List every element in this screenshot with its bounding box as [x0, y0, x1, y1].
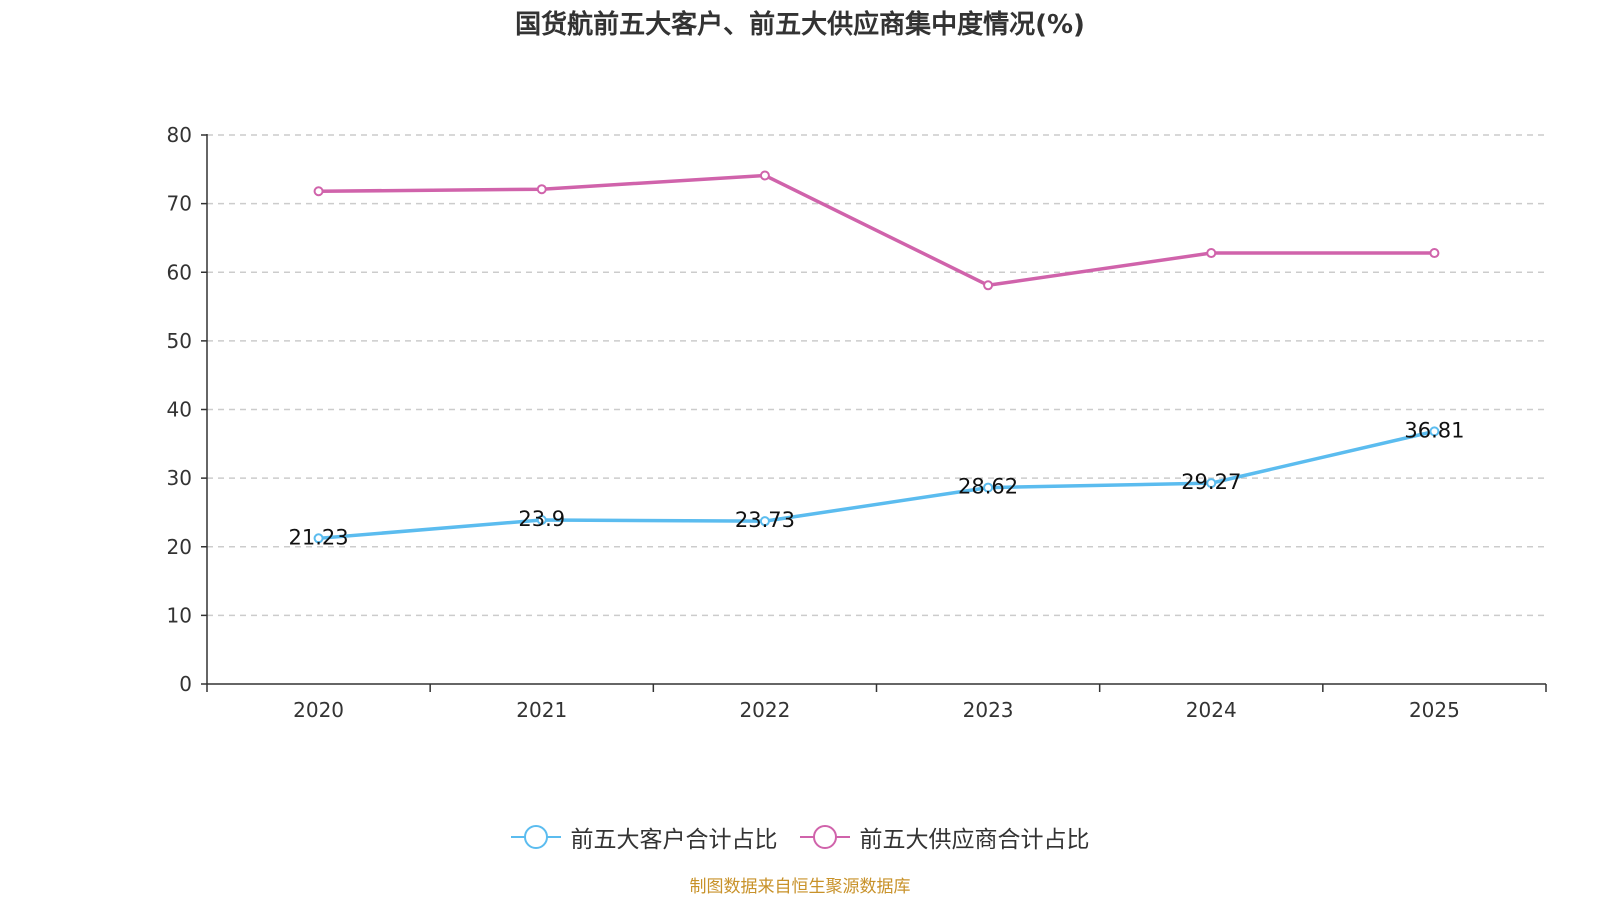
- data-label-layer: 21.23 23.9 23.73 28.62 29.27 36.81: [289, 418, 1465, 549]
- data-point: [1429, 248, 1440, 259]
- data-point: [1206, 248, 1217, 259]
- legend-line-circle-icon: [799, 825, 850, 849]
- data-label: 29.27: [1181, 470, 1241, 494]
- axis-layer: 0 10 20 30 40 50 60 70 80 2020 2021 2022 2023 2024 202…: [167, 123, 1547, 722]
- legend-line-circle-icon: [510, 825, 561, 849]
- y-tick-label: 30: [167, 466, 192, 490]
- y-tick-label: 80: [167, 123, 192, 147]
- y-tick-label: 60: [167, 260, 192, 284]
- data-label: 21.23: [289, 525, 349, 549]
- data-label: 23.9: [518, 507, 565, 531]
- data-point: [759, 170, 770, 181]
- data-point: [536, 514, 547, 525]
- legend-label-customers: 前五大客户合计占比: [570, 827, 778, 853]
- x-tick-label: 2021: [516, 698, 567, 722]
- y-tick-label: 20: [167, 535, 192, 559]
- x-tick-label: 2024: [1186, 698, 1237, 722]
- x-tick-label: 2023: [963, 698, 1014, 722]
- y-tick-label: 10: [167, 603, 192, 627]
- data-label: 23.73: [735, 508, 795, 532]
- data-point: [313, 533, 324, 544]
- x-tick-label: 2022: [739, 698, 790, 722]
- data-label: 36.81: [1404, 418, 1464, 442]
- data-label: 28.62: [958, 475, 1018, 499]
- legend-item-customers[interactable]: 前五大客户合计占比: [510, 820, 778, 854]
- data-point: [759, 516, 770, 527]
- data-point: [983, 482, 994, 493]
- data-point: [1429, 426, 1440, 437]
- legend-item-suppliers[interactable]: 前五大供应商合计占比: [799, 820, 1090, 854]
- data-point: [313, 186, 324, 197]
- grid-layer: [207, 134, 1546, 617]
- series-layer: [313, 170, 1440, 544]
- x-tick-label: 2020: [293, 698, 344, 722]
- y-tick-label: 50: [167, 329, 192, 353]
- y-tick-label: 0: [179, 672, 192, 696]
- legend-label-suppliers: 前五大供应商合计占比: [859, 827, 1090, 853]
- series-line-1: [318, 173, 1435, 288]
- source-note: 制图数据来自恒生聚源数据库: [689, 877, 911, 897]
- x-tick-label: 2025: [1409, 698, 1460, 722]
- y-tick-label: 70: [167, 192, 192, 216]
- series-line-0: [318, 429, 1435, 541]
- legend: 前五大客户合计占比 前五大供应商合计占比: [0, 820, 1600, 854]
- y-tick-label: 40: [167, 398, 192, 422]
- chart-title: 国货航前五大客户、前五大供应商集中度情况(%): [515, 10, 1085, 40]
- data-point: [983, 280, 994, 291]
- data-point: [1206, 478, 1217, 489]
- data-point: [536, 184, 547, 195]
